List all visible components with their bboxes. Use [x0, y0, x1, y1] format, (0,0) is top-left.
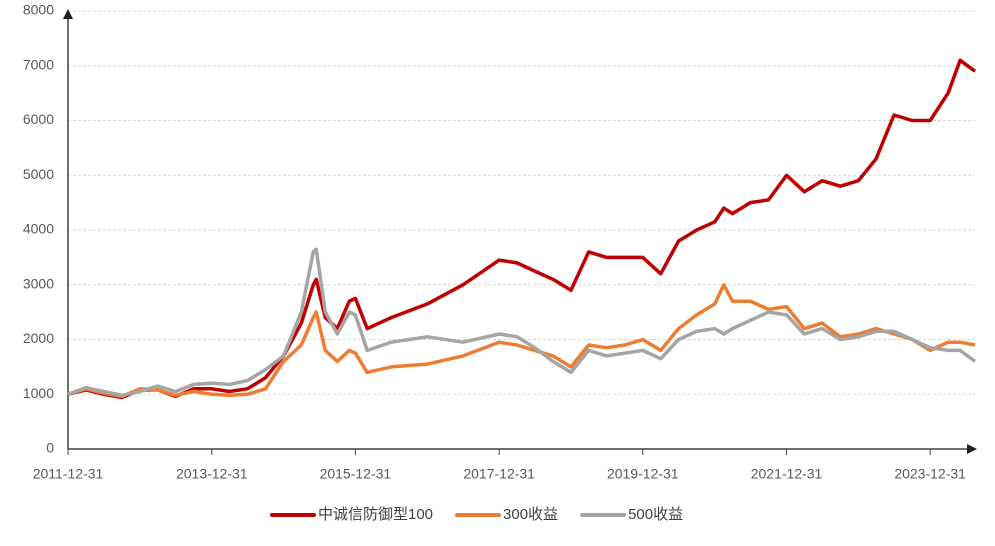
x-tick-label: 2017-12-31	[463, 466, 535, 482]
series-line	[67, 247, 977, 398]
x-axis-arrow	[967, 444, 977, 454]
series-line	[67, 58, 977, 400]
y-tick-label: 3000	[23, 275, 54, 291]
y-tick-label: 8000	[23, 2, 54, 18]
y-tick-label: 1000	[23, 385, 54, 401]
x-tick-label: 2023-12-31	[894, 466, 966, 482]
x-tick-label: 2011-12-31	[33, 466, 104, 482]
y-tick-label: 6000	[23, 111, 54, 127]
y-tick-label: 4000	[23, 221, 54, 237]
legend-label: 中诚信防御型100	[318, 506, 433, 523]
legend-label: 500收益	[628, 506, 683, 523]
y-tick-label: 5000	[23, 166, 54, 182]
legend-label: 300收益	[503, 506, 558, 523]
x-tick-label: 2015-12-31	[320, 466, 392, 482]
x-tick-label: 2019-12-31	[607, 466, 679, 482]
legend: 中诚信防御型100 300收益 500收益	[270, 506, 683, 523]
y-tick-label: 7000	[23, 56, 54, 72]
y-tick-label: 2000	[23, 330, 54, 346]
y-tick-label: 0	[46, 440, 54, 456]
x-tick-label: 2013-12-31	[176, 466, 248, 482]
y-axis-arrow	[63, 9, 73, 19]
series-line	[67, 283, 976, 399]
x-tick-label: 2021-12-31	[751, 466, 823, 482]
